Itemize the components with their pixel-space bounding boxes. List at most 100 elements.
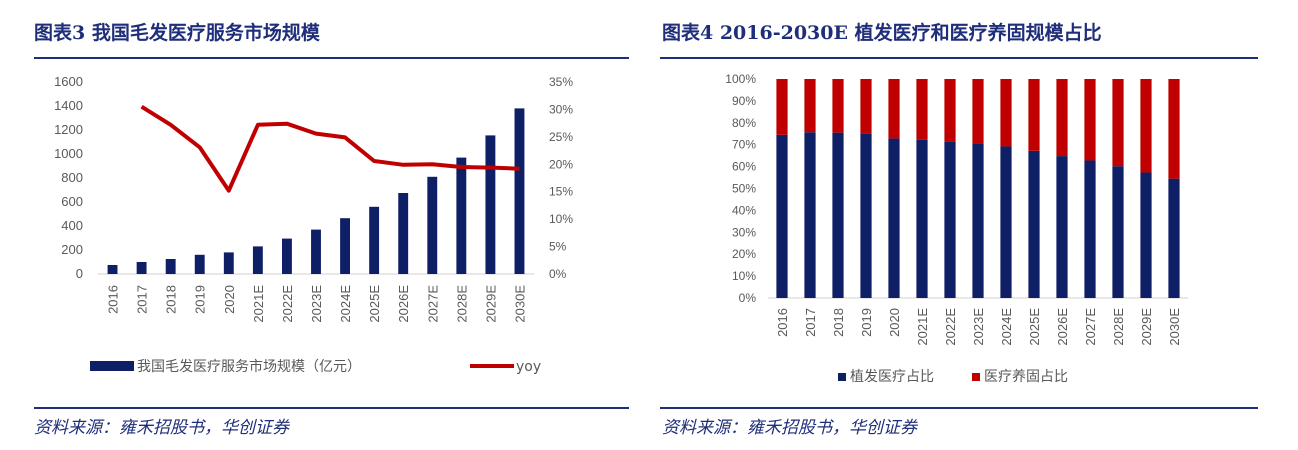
x-tick-label: 2023E xyxy=(309,285,324,323)
bar-hair-care-2026E xyxy=(1056,79,1068,157)
bar-2026E xyxy=(398,193,409,274)
bar-2028E xyxy=(456,157,467,274)
bar-hair-care-2018 xyxy=(832,79,844,133)
y2-tick-label: 35% xyxy=(549,75,573,89)
y2-tick-label: 30% xyxy=(549,102,573,116)
bar-hair-transplant-2018 xyxy=(832,132,844,298)
bar-2021E xyxy=(252,246,263,274)
bar-2017 xyxy=(136,262,147,274)
x-tick-label: 2017 xyxy=(135,285,150,314)
y2-tick-label: 5% xyxy=(549,240,567,254)
bar-2019 xyxy=(194,254,205,274)
y-tick-label: 20% xyxy=(732,247,756,261)
bar-hair-care-2020 xyxy=(888,79,900,139)
bar-hair-transplant-2023E xyxy=(972,143,984,298)
right-panel: 图表4 2016-2030E 植发医疗和医疗养固规模占比 0% 10% 20% 30%… xyxy=(660,0,1298,450)
x-tick-label: 2026E xyxy=(396,285,411,323)
x-tick-label: 2018 xyxy=(831,308,846,337)
bar-hair-care-2017 xyxy=(804,79,816,133)
x-tick-label: 2022E xyxy=(943,308,958,346)
bar-2016 xyxy=(107,265,118,274)
y-tick-label: 600 xyxy=(61,194,83,209)
x-tick-label: 2030E xyxy=(1167,308,1182,346)
bar-hair-transplant-2029E xyxy=(1140,172,1152,298)
y2-tick-label: 25% xyxy=(549,130,573,144)
y2-tick-label: 20% xyxy=(549,157,573,171)
bar-hair-transplant-2025E xyxy=(1028,150,1040,298)
bar-2027E xyxy=(427,176,438,274)
bar-hair-care-2021E xyxy=(916,79,928,140)
yoy-line xyxy=(140,105,520,193)
y-tick-label: 1400 xyxy=(54,98,83,113)
bar-2022E xyxy=(281,238,292,274)
x-tick-label: 2017 xyxy=(803,308,818,337)
y2-tick-label: 10% xyxy=(549,212,573,226)
bar-hair-care-2029E xyxy=(1140,79,1152,173)
left-panel: 图表3 我国毛发医疗服务市场规模 0 200 400 600 800 1000 1200 14… xyxy=(0,0,640,450)
y-tick-label: 70% xyxy=(732,138,756,152)
y-tick-label: 30% xyxy=(732,225,756,239)
y-tick-label: 400 xyxy=(61,218,83,233)
y-tick-label: 1000 xyxy=(54,146,83,161)
y2-tick-label: 15% xyxy=(549,185,573,199)
legend-swatch-bar xyxy=(90,361,134,371)
source-note: 资料来源：雍禾招股书，华创证券 xyxy=(34,418,289,438)
bar-hair-care-2030E xyxy=(1168,79,1180,179)
bar-2020 xyxy=(223,252,234,274)
bar-hair-transplant-2020 xyxy=(888,138,900,298)
bar-2018 xyxy=(165,259,176,274)
x-tick-label: 2024E xyxy=(338,285,353,323)
bar-hair-care-2025E xyxy=(1028,79,1040,151)
bar-2029E xyxy=(485,135,496,274)
legend-label-line: yoy xyxy=(516,359,541,375)
source-note: 资料来源：雍禾招股书，华创证券 xyxy=(662,418,917,438)
y-tick-label: 50% xyxy=(732,182,756,196)
share-chart: 0% 10% 20% 30% 40% 50% 60% 70% 80% 90% 100% 2016 201… xyxy=(725,72,1188,385)
y-tick-label: 40% xyxy=(732,203,756,217)
x-tick-label: 2029E xyxy=(483,285,498,323)
x-tick-label: 2018 xyxy=(164,285,179,314)
chart-title: 图表4 2016-2030E 植发医疗和医疗养固规模占比 xyxy=(662,22,1102,44)
y-tick-label: 0% xyxy=(739,291,757,305)
market-size-chart: 0 200 400 600 800 1000 1200 1400 1600 0% 5% 10% 15% 2… xyxy=(54,74,573,375)
bar-hair-transplant-2030E xyxy=(1168,178,1180,298)
legend-swatch-care xyxy=(972,373,980,381)
bar-hair-care-2019 xyxy=(860,79,872,134)
y2-tick-label: 0% xyxy=(549,267,567,281)
bar-hair-care-2028E xyxy=(1112,79,1124,167)
bar-hair-transplant-2028E xyxy=(1112,166,1124,298)
x-tick-label: 2029E xyxy=(1139,308,1154,346)
bar-hair-transplant-2022E xyxy=(944,141,956,298)
source-rule xyxy=(660,407,1258,409)
bar-hair-transplant-2021E xyxy=(916,139,928,298)
bar-2023E xyxy=(311,229,321,274)
y-tick-label: 60% xyxy=(732,160,756,174)
x-tick-label: 2021E xyxy=(915,308,930,346)
y-tick-label: 0 xyxy=(76,266,83,281)
x-tick-label: 2021E xyxy=(251,285,266,323)
title-rule xyxy=(660,57,1258,59)
source-rule xyxy=(34,407,629,409)
x-tick-label: 2028E xyxy=(454,285,469,323)
x-tick-label: 2028E xyxy=(1111,308,1126,346)
x-tick-label: 2026E xyxy=(1055,308,1070,346)
x-tick-label: 2023E xyxy=(971,308,986,346)
bar-hair-transplant-2026E xyxy=(1056,156,1068,298)
y-tick-label: 1600 xyxy=(54,74,83,89)
bar-hair-transplant-2017 xyxy=(804,132,816,298)
x-tick-label: 2025E xyxy=(367,285,382,323)
y-tick-label: 800 xyxy=(61,170,83,185)
bar-hair-transplant-2027E xyxy=(1084,160,1096,298)
title-rule xyxy=(34,57,629,59)
bar-hair-care-2024E xyxy=(1000,79,1012,147)
legend-label-transplant: 植发医疗占比 xyxy=(850,369,934,385)
x-tick-label: 2025E xyxy=(1027,308,1042,346)
x-tick-label: 2024E xyxy=(999,308,1014,346)
y-tick-label: 90% xyxy=(732,94,756,108)
y-tick-label: 10% xyxy=(732,269,756,283)
x-tick-label: 2020 xyxy=(887,308,902,337)
y-tick-label: 80% xyxy=(732,116,756,130)
legend-label-bar: 我国毛发医疗服务市场规模（亿元） xyxy=(137,358,361,375)
bar-hair-care-2023E xyxy=(972,79,984,144)
x-tick-label: 2020 xyxy=(222,285,237,314)
